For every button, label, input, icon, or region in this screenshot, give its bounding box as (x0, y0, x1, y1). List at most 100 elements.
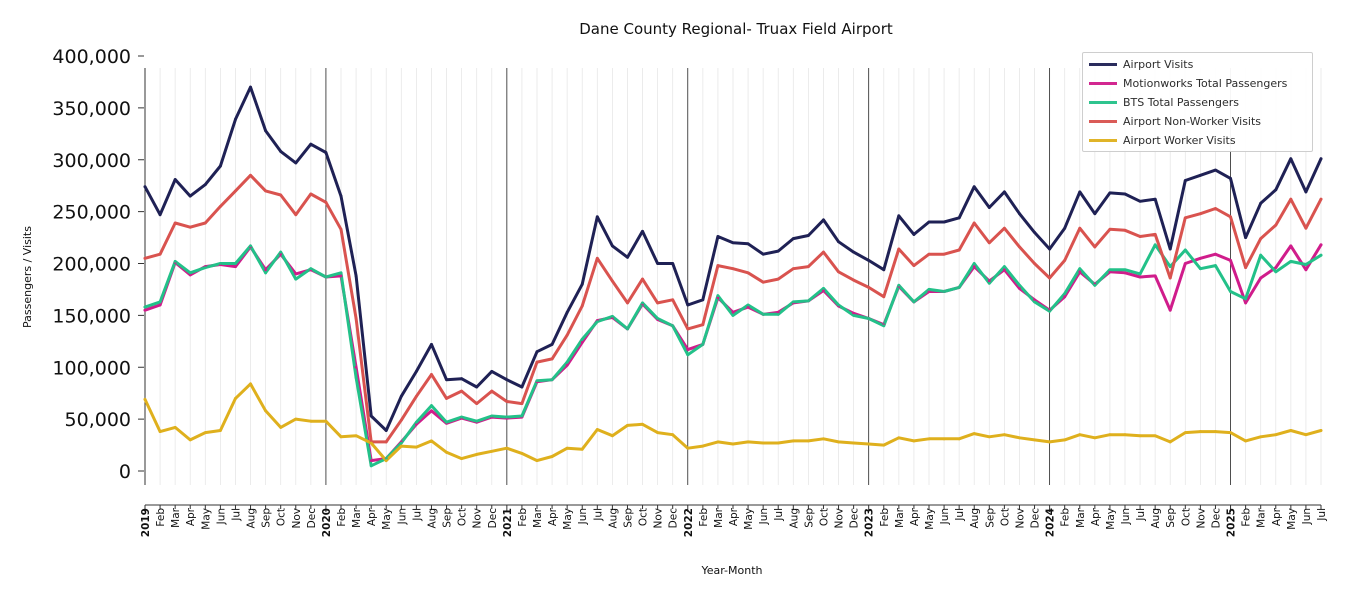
y-axis-label: Passengers / Visits (21, 226, 34, 328)
x-tick-label: Mar (532, 507, 544, 527)
legend-swatch (1089, 120, 1117, 123)
data-point-airport-worker-visits (837, 440, 840, 444)
data-point-bts-total-passengers (671, 324, 675, 328)
data-point-airport-non-worker-visits (1138, 235, 1142, 238)
data-point-motionworks-total-passengers (143, 308, 147, 312)
data-point-airport-visits (1048, 247, 1052, 251)
data-point-airport-visits (671, 262, 675, 265)
data-point-airport-worker-visits (927, 437, 931, 441)
data-point-bts-total-passengers (324, 275, 328, 279)
data-point-airport-visits (761, 252, 765, 256)
x-tick-label: Nov (1014, 508, 1026, 529)
data-point-bts-total-passengers (279, 250, 283, 254)
data-point-airport-worker-visits (414, 445, 418, 449)
x-tick-label: Apr (728, 507, 740, 526)
data-point-airport-non-worker-visits (806, 265, 810, 269)
data-point-airport-worker-visits (1033, 438, 1036, 442)
x-tick-label: Aug (426, 508, 438, 529)
data-point-bts-total-passengers (369, 464, 373, 468)
data-point-airport-visits (1033, 230, 1036, 234)
x-tick-label: Oct (999, 508, 1011, 526)
data-point-bts-total-passengers (264, 271, 268, 275)
data-point-airport-worker-visits (369, 441, 373, 445)
data-point-bts-total-passengers (1093, 283, 1097, 287)
data-point-bts-total-passengers (1002, 265, 1006, 269)
x-tick-label: Sep (803, 508, 815, 528)
data-point-airport-visits (837, 240, 840, 244)
data-point-airport-non-worker-visits (882, 295, 886, 299)
x-tick-label: Feb (155, 508, 167, 527)
data-point-airport-worker-visits (279, 426, 283, 429)
data-point-airport-non-worker-visits (1063, 258, 1067, 262)
data-point-airport-worker-visits (1078, 433, 1082, 437)
data-point-airport-non-worker-visits (626, 301, 629, 305)
x-tick-label: 2025 (1226, 508, 1238, 537)
data-point-airport-non-worker-visits (203, 221, 207, 225)
data-point-motionworks-total-passengers (1259, 276, 1263, 280)
data-point-airport-non-worker-visits (445, 396, 448, 400)
data-point-airport-non-worker-visits (550, 357, 554, 361)
legend-label: Airport Worker Visits (1123, 134, 1236, 147)
data-point-airport-non-worker-visits (927, 252, 931, 256)
data-point-airport-visits (324, 151, 328, 154)
data-point-airport-visits (1093, 212, 1097, 216)
legend-item-airport-worker-visits: Airport Worker Visits (1089, 131, 1236, 150)
data-point-airport-non-worker-visits (1123, 228, 1127, 232)
x-tick-label: Feb (879, 508, 891, 527)
data-point-bts-total-passengers (716, 294, 720, 298)
data-point-motionworks-total-passengers (1033, 298, 1036, 302)
data-point-bts-total-passengers (942, 290, 946, 293)
data-point-airport-non-worker-visits (1304, 226, 1308, 230)
y-tick-label: 150,000 (52, 305, 131, 327)
data-point-airport-non-worker-visits (972, 221, 976, 225)
x-tick-label: Dec (1030, 508, 1042, 529)
data-point-airport-non-worker-visits (430, 373, 433, 376)
data-point-airport-visits (384, 429, 388, 432)
data-point-motionworks-total-passengers (1244, 301, 1248, 305)
data-point-airport-visits (580, 282, 584, 286)
data-point-airport-worker-visits (1018, 436, 1021, 440)
data-point-motionworks-total-passengers (1108, 270, 1112, 274)
data-point-airport-non-worker-visits (294, 213, 298, 217)
x-tick-label: Sep (442, 508, 454, 528)
x-tick-label: May (743, 508, 755, 530)
x-tick-label: Aug (1150, 508, 1162, 529)
data-point-airport-worker-visits (173, 426, 177, 429)
data-point-airport-worker-visits (641, 422, 644, 426)
data-point-airport-worker-visits (535, 459, 539, 463)
data-point-airport-visits (1138, 199, 1142, 203)
data-point-airport-worker-visits (580, 447, 584, 451)
data-point-airport-visits (897, 214, 901, 218)
data-point-airport-visits (1108, 191, 1112, 195)
data-point-airport-non-worker-visits (173, 221, 177, 225)
data-point-airport-worker-visits (1063, 438, 1067, 442)
data-point-motionworks-total-passengers (234, 265, 237, 269)
x-tick-label: Sep (261, 508, 273, 528)
x-tick-label: Feb (1060, 508, 1072, 527)
data-point-airport-visits (218, 164, 222, 168)
data-point-motionworks-total-passengers (1214, 252, 1217, 256)
x-tick-label: Jul (954, 508, 966, 522)
data-point-airport-worker-visits (912, 439, 916, 443)
data-point-airport-worker-visits (957, 437, 961, 441)
data-point-bts-total-passengers (354, 376, 358, 380)
data-point-airport-worker-visits (972, 432, 976, 436)
data-point-airport-visits (234, 117, 237, 121)
data-point-airport-worker-visits (1214, 430, 1217, 433)
data-point-airport-non-worker-visits (1078, 226, 1082, 230)
data-point-airport-worker-visits (384, 459, 388, 463)
x-tick-label: Feb (1241, 508, 1253, 527)
data-point-bts-total-passengers (218, 262, 222, 265)
data-point-airport-worker-visits (1274, 433, 1278, 437)
x-tick-label: Jun (215, 508, 227, 525)
data-point-airport-worker-visits (143, 398, 147, 401)
data-point-airport-non-worker-visits (565, 333, 569, 337)
data-point-bts-total-passengers (1214, 264, 1217, 267)
data-point-motionworks-total-passengers (1138, 275, 1142, 279)
x-tick-label: Dec (849, 508, 861, 529)
data-point-bts-total-passengers (746, 303, 750, 307)
data-point-airport-non-worker-visits (716, 264, 720, 267)
data-point-airport-worker-visits (1138, 434, 1142, 438)
data-point-airport-non-worker-visits (158, 252, 162, 256)
